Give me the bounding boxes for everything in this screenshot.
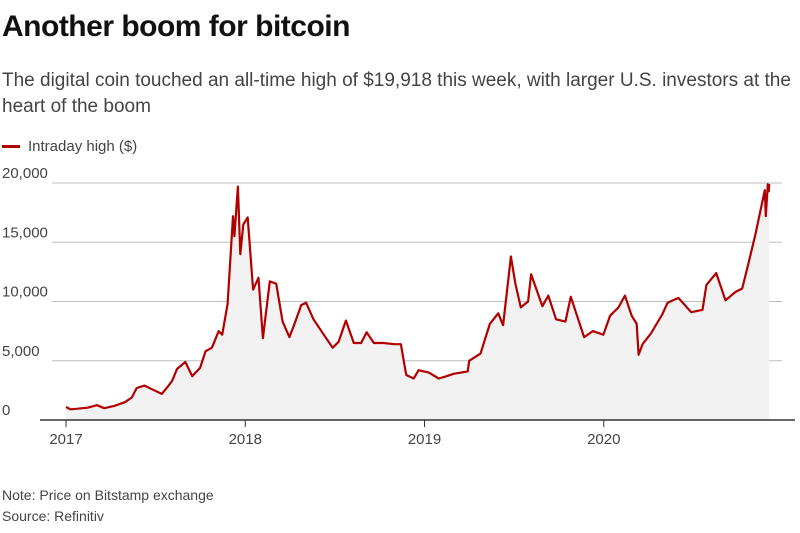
- x-tick-label: 2018: [229, 431, 262, 448]
- y-tick-label: 5,000: [2, 343, 40, 360]
- y-axis-labels: 0 5,000 10,000 15,000 20,000: [2, 165, 48, 419]
- line-chart: 0 5,000 10,000 15,000 20,000 2017 2018 2019 202…: [2, 165, 795, 448]
- footer-notes: Note: Price on Bitstamp exchange Source:…: [2, 485, 214, 527]
- chart-title: Another boom for bitcoin: [2, 10, 350, 43]
- legend-label: Intraday high ($): [28, 138, 138, 155]
- footer-note: Note: Price on Bitstamp exchange: [2, 487, 214, 503]
- x-tick-label: 2020: [587, 431, 620, 448]
- legend: Intraday high ($): [2, 138, 137, 155]
- y-tick-label: 10,000: [2, 284, 48, 301]
- legend-line-swatch: [2, 145, 20, 148]
- y-tick-label: 0: [2, 402, 10, 419]
- x-axis-ticks: 2017 2018 2019 2020: [49, 420, 620, 448]
- series-line-intraday-high: [65, 183, 771, 411]
- y-tick-label: 15,000: [2, 224, 48, 241]
- footer-source: Source: Refinitiv: [2, 508, 104, 524]
- y-tick-label: 20,000: [2, 165, 48, 182]
- chart-subtitle: The digital coin touched an all-time hig…: [2, 70, 791, 117]
- x-tick-label: 2019: [408, 431, 441, 448]
- x-tick-label: 2017: [49, 431, 82, 448]
